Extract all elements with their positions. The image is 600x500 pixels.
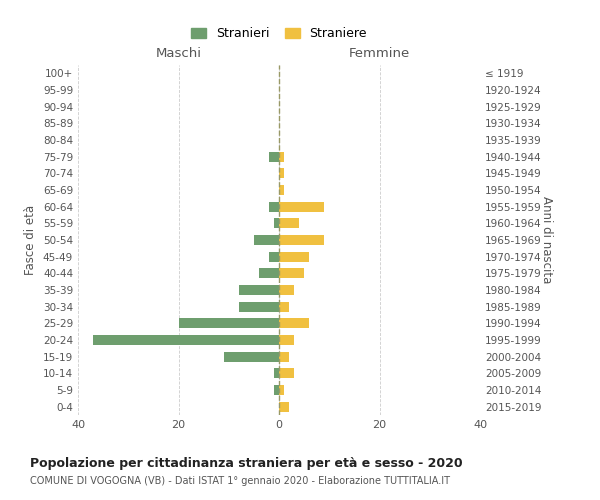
Bar — [269, 202, 279, 211]
Bar — [269, 252, 279, 262]
Bar — [279, 352, 289, 362]
Bar — [254, 235, 279, 245]
Bar — [279, 168, 284, 178]
Bar — [239, 285, 279, 295]
Bar — [93, 335, 279, 345]
Bar — [279, 302, 289, 312]
Text: Popolazione per cittadinanza straniera per età e sesso - 2020: Popolazione per cittadinanza straniera p… — [30, 458, 463, 470]
Text: Femmine: Femmine — [349, 47, 410, 60]
Legend: Stranieri, Straniere: Stranieri, Straniere — [186, 22, 372, 46]
Bar — [279, 202, 324, 211]
Bar — [279, 252, 309, 262]
Bar — [279, 318, 309, 328]
Bar — [259, 268, 279, 278]
Bar — [179, 318, 279, 328]
Y-axis label: Fasce di età: Fasce di età — [25, 205, 37, 275]
Bar — [279, 218, 299, 228]
Bar — [279, 402, 289, 411]
Bar — [274, 385, 279, 395]
Bar — [279, 185, 284, 195]
Bar — [279, 335, 294, 345]
Bar — [279, 285, 294, 295]
Bar — [279, 235, 324, 245]
Bar — [279, 385, 284, 395]
Bar — [274, 218, 279, 228]
Bar — [224, 352, 279, 362]
Y-axis label: Anni di nascita: Anni di nascita — [540, 196, 553, 284]
Bar — [274, 368, 279, 378]
Bar — [279, 268, 304, 278]
Bar — [279, 152, 284, 162]
Bar — [279, 368, 294, 378]
Text: COMUNE DI VOGOGNA (VB) - Dati ISTAT 1° gennaio 2020 - Elaborazione TUTTITALIA.IT: COMUNE DI VOGOGNA (VB) - Dati ISTAT 1° g… — [30, 476, 450, 486]
Bar — [239, 302, 279, 312]
Text: Maschi: Maschi — [155, 47, 202, 60]
Bar — [269, 152, 279, 162]
